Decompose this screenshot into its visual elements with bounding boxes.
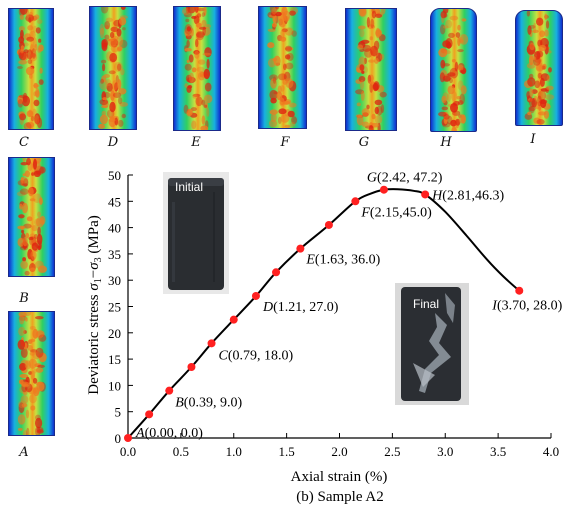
thumbnail-label-b: B — [19, 291, 29, 306]
initial-specimen-image — [163, 172, 229, 294]
data-point — [124, 434, 132, 442]
data-point — [296, 244, 305, 253]
data-point — [272, 268, 281, 277]
heat-speckle — [267, 7, 298, 128]
x-tick-label: 1.5 — [279, 444, 295, 459]
y-tick-label: 30 — [108, 273, 121, 288]
y-tick-label: 25 — [108, 300, 121, 315]
chart-caption: (b) Sample A2 — [296, 489, 384, 505]
final-label: Final — [413, 297, 440, 311]
annotation-e: E(1.63, 36.0) — [305, 253, 380, 268]
data-point — [251, 291, 260, 300]
heat-speckle — [16, 9, 44, 129]
heat-speckle — [17, 312, 47, 435]
y-tick-label: 20 — [108, 326, 121, 341]
y-tick-label: 15 — [108, 352, 121, 367]
annotation-h: H(2.81,46.3) — [431, 188, 504, 203]
x-tick-label: 0.5 — [173, 444, 189, 459]
data-point — [207, 339, 216, 348]
y-tick-label: 45 — [108, 194, 121, 209]
thumbnail-label-h: H — [440, 135, 452, 150]
y-axis-label: Deviatoric stress σ1−σ3 (MPa) — [86, 215, 104, 395]
y-tick-label: 10 — [108, 378, 121, 393]
x-tick-label: 0.0 — [120, 444, 136, 459]
data-point — [515, 286, 524, 295]
data-point — [229, 315, 238, 324]
heat-speckle — [355, 9, 387, 130]
thumbnail-label-c: C — [19, 135, 29, 150]
final-specimen-photo: Final — [395, 283, 469, 405]
x-tick-label: 3.5 — [490, 444, 506, 459]
thumbnail-label-a: A — [19, 445, 29, 460]
data-point — [145, 410, 154, 419]
x-tick-label: 4.0 — [543, 444, 559, 459]
annotation-b: B(0.39, 9.0) — [175, 396, 242, 411]
strain-thumbnail-a — [8, 311, 55, 436]
data-point — [324, 220, 333, 229]
initial-label: Initial — [175, 180, 204, 194]
thumbnail-label-d: D — [107, 135, 119, 150]
annotation-i: I(3.70, 28.0) — [491, 299, 562, 314]
thumbnail-label-f: F — [280, 135, 290, 150]
strain-thumbnail-i — [515, 10, 563, 126]
x-tick-label: 2.5 — [384, 444, 400, 459]
chart-axes: 0.0 0.5 1.0 1.5 2.0 2.5 3.0 3.5 4.0 0 5 10 15 20 25 30 3… — [108, 168, 559, 459]
heat-speckle — [98, 7, 128, 129]
annotation-g: G(2.42, 47.2) — [367, 171, 443, 186]
strain-thumbnail-b — [8, 157, 55, 277]
heat-speckle — [182, 7, 213, 130]
final-specimen-image — [395, 283, 469, 405]
y-tick-label: 0 — [115, 431, 122, 446]
point-annotations: A(0.00, 0.0) B(0.39, 9.0) C(0.79, 18.0) D(1… — [135, 171, 563, 441]
thumbnail-label-i: I — [530, 132, 536, 147]
data-point — [165, 386, 174, 395]
data-markers — [124, 185, 524, 442]
y-tick-label: 40 — [108, 221, 121, 236]
strain-thumbnail-g — [345, 8, 397, 131]
x-tick-label: 3.0 — [437, 444, 453, 459]
y-tick-label: 35 — [108, 247, 121, 262]
annotation-f: F(2.15,45.0) — [360, 205, 432, 220]
strain-thumbnail-d — [89, 6, 137, 130]
x-tick-label: 1.0 — [226, 444, 242, 459]
heat-speckle — [524, 11, 555, 125]
data-point — [351, 197, 360, 206]
strain-thumbnail-c — [8, 8, 54, 130]
heat-speckle — [438, 9, 469, 131]
thumbnail-label-g: G — [358, 135, 370, 150]
data-point — [379, 185, 388, 194]
data-point — [421, 190, 430, 199]
y-tick-label: 50 — [108, 168, 121, 183]
data-point — [187, 362, 196, 371]
initial-specimen-photo: Initial — [163, 172, 229, 294]
annotation-d: D(1.21, 27.0) — [262, 300, 339, 315]
thumbnail-label-e: E — [191, 135, 201, 150]
x-tick-label: 2.0 — [331, 444, 347, 459]
y-tick-label: 5 — [115, 405, 122, 420]
heat-speckle — [16, 158, 47, 276]
annotation-c: C(0.79, 18.0) — [219, 348, 294, 363]
annotation-a: A(0.00, 0.0) — [135, 426, 203, 441]
strain-thumbnail-h — [430, 8, 477, 132]
strain-thumbnail-f — [258, 6, 307, 129]
x-axis-label: Axial strain (%) — [291, 469, 388, 485]
strain-thumbnail-e — [173, 6, 221, 131]
